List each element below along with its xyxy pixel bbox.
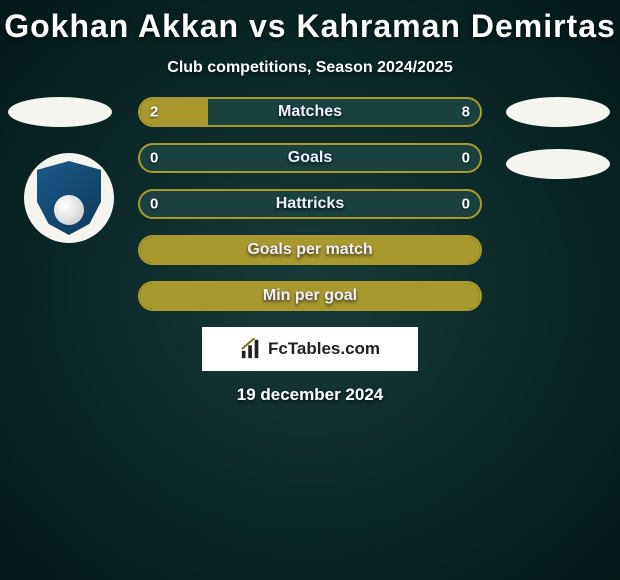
brand-name: FcTables.com	[268, 339, 380, 359]
comparison-arena: 2 8 Matches 0 0 Goals 0 0 Hattricks Goals per mat…	[0, 97, 620, 405]
player-right-badge-small-2	[506, 149, 610, 179]
stat-value-right: 0	[462, 150, 470, 167]
page-title: Gokhan Akkan vs Kahraman Demirtas	[0, 0, 620, 45]
stat-value-left: 2	[150, 104, 158, 121]
stat-value-left: 0	[150, 196, 158, 213]
stat-label: Hattricks	[276, 195, 344, 213]
stat-value-right: 0	[462, 196, 470, 213]
stat-bar: Goals per match	[138, 235, 482, 265]
stat-label: Matches	[278, 103, 342, 121]
page-subtitle: Club competitions, Season 2024/2025	[0, 59, 620, 77]
stat-value-right: 8	[462, 104, 470, 121]
club-shield-icon	[37, 161, 101, 235]
stat-bar: Min per goal	[138, 281, 482, 311]
stat-label: Goals	[288, 149, 332, 167]
player-left-club-badge	[24, 153, 114, 243]
snapshot-date: 19 december 2024	[0, 385, 620, 405]
stat-bar: 2 8 Matches	[138, 97, 482, 127]
stat-bars: 2 8 Matches 0 0 Goals 0 0 Hattricks Goals per mat…	[138, 97, 482, 311]
bar-chart-icon	[240, 338, 262, 360]
stat-label: Min per goal	[263, 287, 357, 305]
brand-logo-box[interactable]: FcTables.com	[202, 327, 418, 371]
player-right-badge-small	[506, 97, 610, 127]
stat-value-left: 0	[150, 150, 158, 167]
stat-bar: 0 0 Hattricks	[138, 189, 482, 219]
stat-bar: 0 0 Goals	[138, 143, 482, 173]
stat-label: Goals per match	[247, 241, 372, 259]
player-left-badge-small	[8, 97, 112, 127]
